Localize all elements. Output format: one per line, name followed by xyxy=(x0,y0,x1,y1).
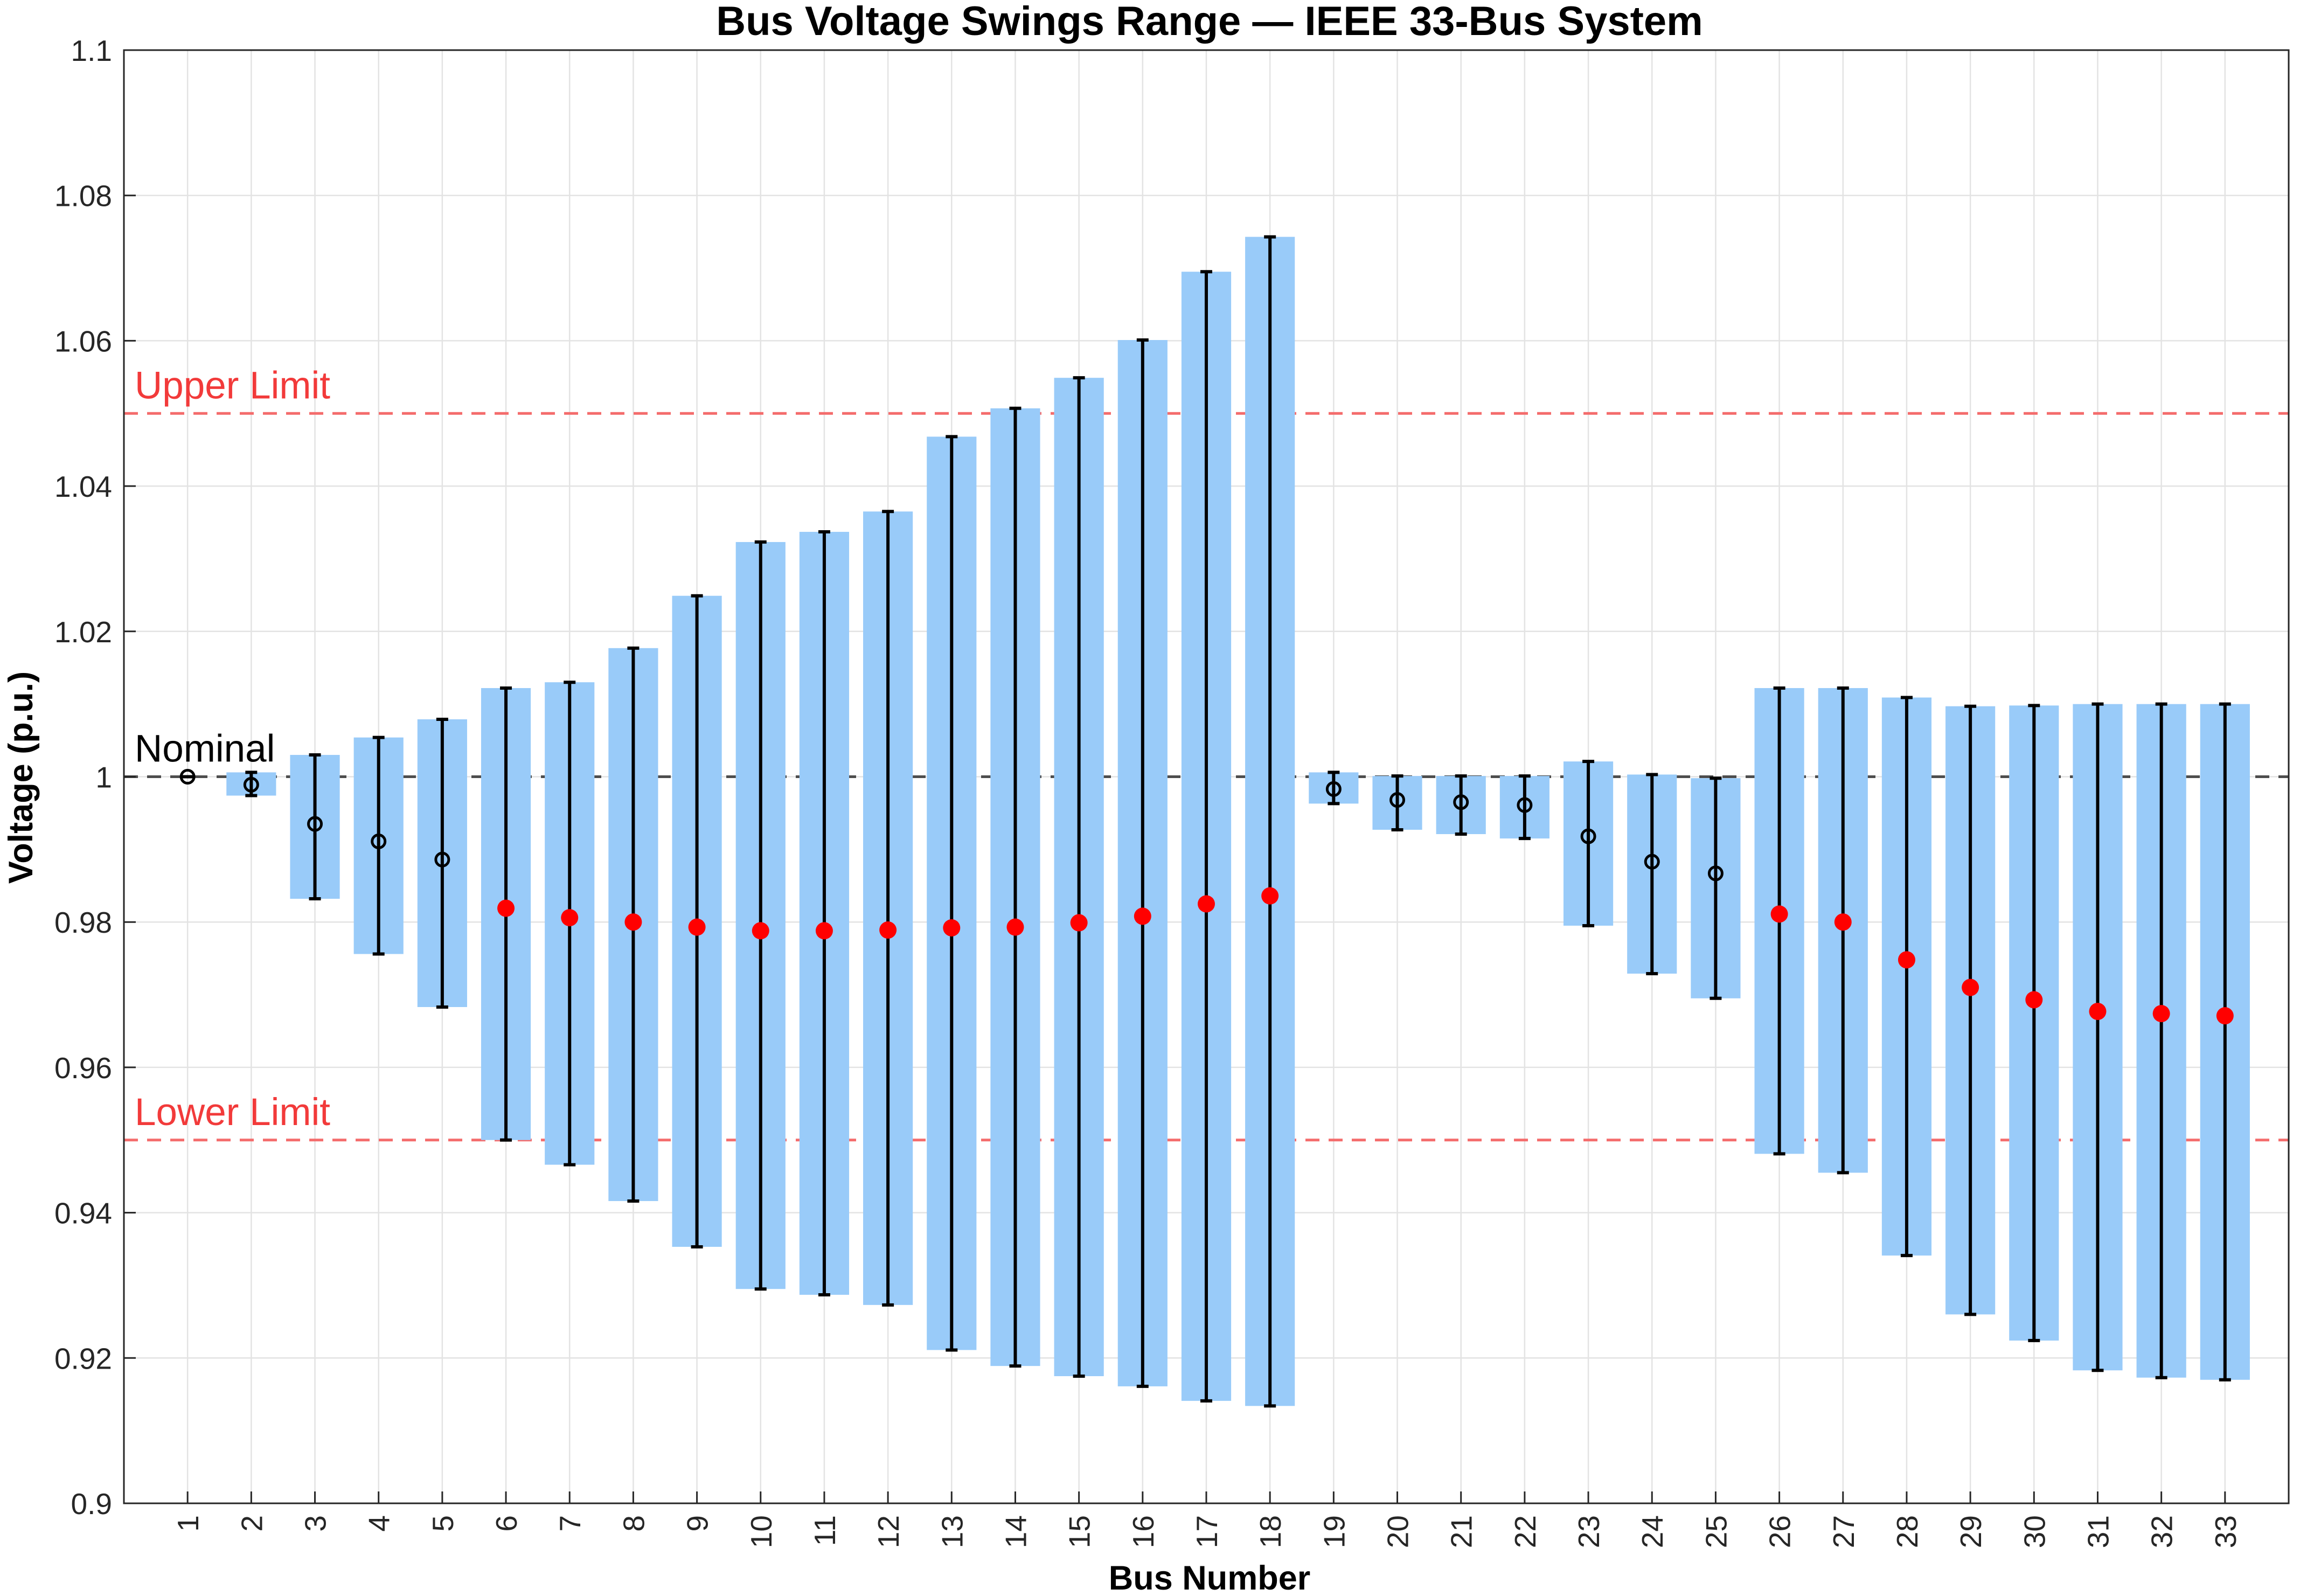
x-tick-label: 2 xyxy=(235,1515,268,1532)
mean-marker-violation xyxy=(1261,887,1279,905)
mean-marker-violation xyxy=(1198,895,1215,913)
y-tick-label: 1.1 xyxy=(71,34,112,67)
mean-marker xyxy=(1325,781,1342,797)
mean-marker xyxy=(434,851,450,868)
x-tick-label: 16 xyxy=(1127,1515,1160,1548)
mean-marker-violation xyxy=(1006,918,1024,936)
mean-marker-violation xyxy=(879,921,897,939)
x-tick-label: 11 xyxy=(808,1515,842,1546)
y-tick-label: 0.9 xyxy=(71,1487,112,1521)
mean-marker xyxy=(1517,797,1533,813)
x-axis-label: Bus Number xyxy=(1109,1559,1311,1596)
x-tick-label: 4 xyxy=(363,1515,396,1532)
mean-marker-violation xyxy=(943,919,961,936)
mean-marker xyxy=(1580,828,1596,844)
y-tick-label: 1.04 xyxy=(54,470,112,503)
mean-marker-violation xyxy=(561,909,579,927)
x-tick-label: 9 xyxy=(681,1515,714,1532)
mean-marker-violation xyxy=(2216,1007,2234,1025)
mean-marker-violation xyxy=(815,922,833,940)
x-tick-label: 17 xyxy=(1190,1515,1224,1548)
x-tick-label: 28 xyxy=(1891,1515,1924,1548)
mean-marker xyxy=(371,834,387,850)
mean-marker-violation xyxy=(624,913,642,931)
x-tick-label: 14 xyxy=(999,1515,1032,1548)
mean-marker-violation xyxy=(688,918,706,936)
mean-marker-violation xyxy=(1834,913,1852,931)
mean-marker-violation xyxy=(2152,1005,2170,1023)
x-tick-label: 15 xyxy=(1063,1515,1096,1548)
mean-marker xyxy=(243,776,259,793)
mean-marker xyxy=(179,769,196,785)
x-tick-label: 6 xyxy=(490,1515,523,1532)
mean-marker xyxy=(1453,794,1469,810)
x-tick-label: 12 xyxy=(872,1515,905,1548)
y-tick-label: 0.98 xyxy=(54,906,112,939)
mean-marker-violation xyxy=(1770,905,1788,923)
x-tick-label: 1 xyxy=(171,1515,205,1532)
mean-marker-violation xyxy=(1134,907,1151,925)
mean-marker xyxy=(307,816,323,832)
y-tick-labels: 0.9 0.92 0.94 0.96 0.98 1 1.02 1.04 1.06 1.08 1.1 xyxy=(54,34,136,1521)
y-axis-label: Voltage (p.u.) xyxy=(2,671,40,884)
mean-voltage-markers xyxy=(179,769,2234,1025)
mean-marker-violation xyxy=(2025,991,2043,1009)
reference-line-labels: Upper Limit Nominal Lower Limit xyxy=(135,364,330,1134)
x-tick-label: 10 xyxy=(745,1515,778,1548)
mean-marker-violation xyxy=(2089,1003,2107,1021)
mean-marker xyxy=(1707,865,1724,882)
x-tick-label: 3 xyxy=(299,1515,332,1532)
x-tick-label: 21 xyxy=(1445,1515,1478,1548)
x-tick-label: 18 xyxy=(1254,1515,1287,1548)
chart-title: Bus Voltage Swings Range — IEEE 33-Bus S… xyxy=(716,0,1703,44)
y-tick-label: 1 xyxy=(95,761,112,794)
x-tick-label: 5 xyxy=(426,1515,460,1532)
x-tick-label: 20 xyxy=(1381,1515,1415,1548)
x-tick-label: 29 xyxy=(1954,1515,1988,1548)
reference-line-label: Upper Limit xyxy=(135,364,330,407)
x-tick-label: 13 xyxy=(935,1515,969,1548)
x-tick-label: 30 xyxy=(2018,1515,2051,1548)
x-tick-label: 8 xyxy=(617,1515,650,1532)
y-tick-label: 0.96 xyxy=(54,1051,112,1085)
y-tick-label: 1.06 xyxy=(54,324,112,358)
x-tick-label: 33 xyxy=(2209,1515,2242,1548)
y-tick-label: 1.02 xyxy=(54,615,112,649)
x-tick-label: 26 xyxy=(1763,1515,1797,1548)
y-tick-label: 0.94 xyxy=(54,1197,112,1230)
mean-marker-violation xyxy=(497,899,515,917)
mean-marker-violation xyxy=(1962,979,1979,996)
reference-line-label: Lower Limit xyxy=(135,1091,330,1134)
x-tick-label: 25 xyxy=(1699,1515,1733,1548)
x-tick-label: 24 xyxy=(1636,1515,1669,1548)
x-tick-label: 19 xyxy=(1317,1515,1351,1548)
y-tick-label: 0.92 xyxy=(54,1342,112,1375)
mean-marker-violation xyxy=(1898,951,1915,969)
x-tick-label: 22 xyxy=(1509,1515,1542,1548)
x-tick-label: 31 xyxy=(2081,1515,2115,1548)
mean-marker-violation xyxy=(1070,914,1088,932)
mean-marker xyxy=(1389,792,1406,808)
mean-marker-violation xyxy=(752,922,769,940)
x-tick-label: 27 xyxy=(1827,1515,1860,1548)
x-tick-label: 7 xyxy=(553,1515,587,1532)
y-tick-label: 1.08 xyxy=(54,179,112,213)
x-tick-label: 23 xyxy=(1572,1515,1606,1548)
x-tick-label: 32 xyxy=(2145,1515,2179,1548)
reference-line-label: Nominal xyxy=(135,728,275,771)
mean-marker xyxy=(1644,853,1660,870)
x-tick-labels: 1 2 3 4 5 6 7 8 9 10 11 12 13 14 15 16 17 18 19 20 21 22 23 24 2… xyxy=(171,1491,2242,1548)
